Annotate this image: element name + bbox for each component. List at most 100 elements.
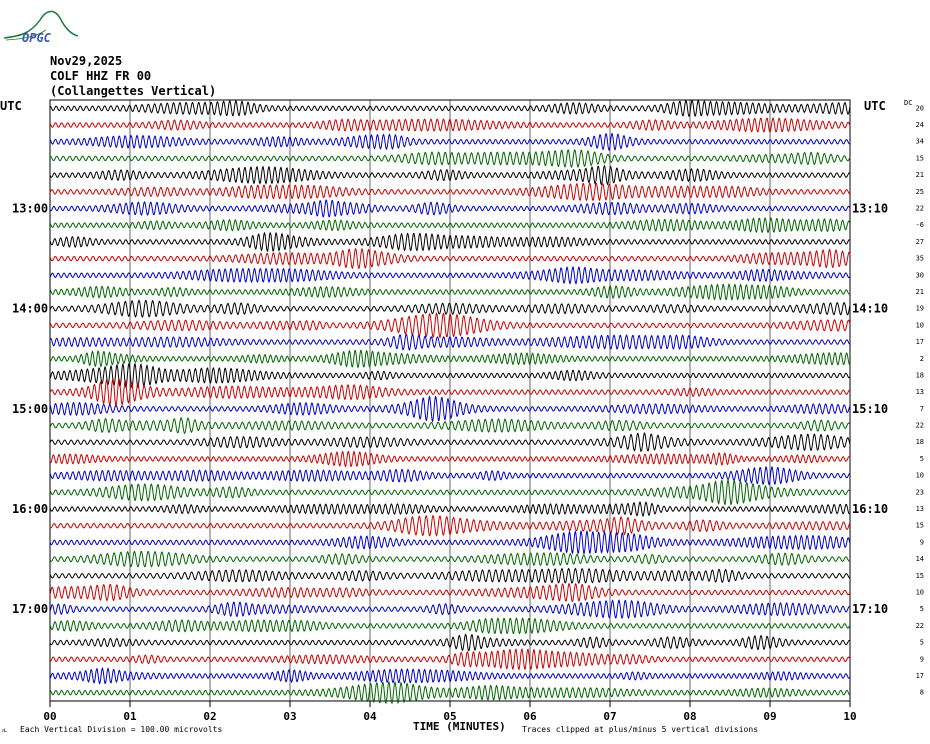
trace-line bbox=[49, 529, 851, 556]
dc-value: 10 bbox=[916, 588, 924, 596]
dc-value: 5 bbox=[920, 605, 924, 613]
trace-line bbox=[49, 377, 851, 408]
trace-line bbox=[49, 117, 851, 133]
dc-value: 34 bbox=[916, 138, 924, 146]
dc-label: DC bbox=[904, 99, 913, 107]
trace-line bbox=[49, 247, 851, 270]
logo: OPGC bbox=[2, 4, 80, 45]
dc-value: 17 bbox=[916, 672, 924, 680]
dc-value: 7 bbox=[920, 405, 924, 413]
logo-text: OPGC bbox=[22, 31, 52, 44]
x-tick-label: 03 bbox=[283, 710, 296, 723]
trace-line bbox=[49, 164, 851, 186]
author-mark: ᴊʟ bbox=[2, 727, 8, 734]
trace-line bbox=[49, 617, 851, 635]
dc-value: 21 bbox=[916, 288, 924, 296]
trace-line bbox=[49, 648, 851, 671]
right-utc-label: UTC bbox=[864, 99, 886, 113]
trace-line bbox=[49, 362, 851, 389]
header-date: Nov29,2025 bbox=[50, 54, 123, 68]
dc-value: 17 bbox=[916, 338, 924, 346]
dc-value: 15 bbox=[916, 522, 924, 530]
dc-value: 10 bbox=[916, 472, 924, 480]
trace-line bbox=[49, 501, 851, 518]
trace-line bbox=[49, 99, 851, 118]
x-tick-label: 09 bbox=[763, 710, 776, 723]
x-tick-label: 00 bbox=[43, 710, 56, 723]
left-time-label: 15:00 bbox=[12, 402, 48, 416]
trace-line bbox=[49, 265, 851, 285]
dc-value: 13 bbox=[916, 388, 924, 396]
left-time-label: 16:00 bbox=[12, 502, 48, 516]
x-tick-label: 08 bbox=[683, 710, 696, 723]
trace-line bbox=[49, 217, 851, 234]
trace-line bbox=[49, 417, 851, 435]
trace-line bbox=[49, 633, 851, 652]
dc-value: 18 bbox=[916, 371, 924, 379]
dc-value: 15 bbox=[916, 154, 924, 162]
dc-value: 25 bbox=[916, 188, 924, 196]
dc-value: 22 bbox=[916, 622, 924, 630]
right-time-label: 17:10 bbox=[852, 602, 888, 616]
x-axis-title: TIME (MINUTES) bbox=[413, 720, 506, 733]
dc-value: 23 bbox=[916, 488, 924, 496]
trace-line bbox=[49, 582, 851, 603]
trace-line bbox=[49, 465, 851, 486]
trace-line bbox=[49, 231, 851, 253]
dc-value: 8 bbox=[920, 689, 924, 697]
trace-line bbox=[49, 395, 851, 423]
dc-value: 5 bbox=[920, 455, 924, 463]
dc-value: 15 bbox=[916, 572, 924, 580]
trace-line bbox=[49, 478, 851, 506]
dc-value: 27 bbox=[916, 238, 924, 246]
x-tick-label: 02 bbox=[203, 710, 216, 723]
trace-line bbox=[49, 450, 851, 468]
trace-line bbox=[49, 550, 851, 568]
left-time-label: 17:00 bbox=[12, 602, 48, 616]
trace-line bbox=[49, 312, 851, 339]
plot-grid bbox=[49, 99, 851, 707]
left-utc-label: UTC bbox=[0, 99, 22, 113]
division-note: Each Vertical Division = 100.00 microvol… bbox=[20, 725, 223, 734]
x-tick-label: 10 bbox=[843, 710, 856, 723]
dc-value: 19 bbox=[916, 305, 924, 313]
header-location: (Collangettes Vertical) bbox=[50, 84, 217, 98]
trace-line bbox=[49, 283, 851, 301]
logo-mark: OPGC bbox=[3, 10, 79, 45]
trace-line bbox=[49, 349, 851, 369]
trace-line bbox=[49, 182, 851, 202]
trace-line bbox=[49, 299, 851, 318]
dc-value: 35 bbox=[916, 255, 924, 263]
trace-line bbox=[49, 132, 851, 152]
trace-line bbox=[49, 599, 851, 620]
clip-note: Traces clipped at plus/minus 5 vertical … bbox=[522, 725, 759, 734]
trace-line bbox=[49, 199, 851, 218]
trace-line bbox=[49, 567, 851, 584]
dc-value: 30 bbox=[916, 271, 924, 279]
dc-value: 9 bbox=[920, 538, 924, 546]
dc-value: 24 bbox=[916, 121, 924, 129]
left-time-label: 13:00 bbox=[12, 202, 48, 216]
header-station: COLF HHZ FR 00 bbox=[50, 69, 152, 83]
left-time-label: 14:00 bbox=[12, 302, 48, 316]
right-time-label: 15:10 bbox=[852, 402, 888, 416]
trace-line bbox=[49, 680, 851, 705]
trace-line bbox=[49, 432, 851, 453]
trace-line bbox=[49, 667, 851, 685]
x-tick-label: 05 bbox=[443, 710, 456, 723]
dc-value: 21 bbox=[916, 171, 924, 179]
x-tick-label: 07 bbox=[603, 710, 616, 723]
dc-value: 22 bbox=[916, 205, 924, 213]
dc-value: 22 bbox=[916, 422, 924, 430]
right-time-label: 13:10 bbox=[852, 202, 888, 216]
dc-value: 20 bbox=[916, 104, 924, 112]
right-time-label: 14:10 bbox=[852, 302, 888, 316]
right-time-label: 16:10 bbox=[852, 502, 888, 516]
dc-value: 18 bbox=[916, 438, 924, 446]
dc-value: 9 bbox=[920, 655, 924, 663]
dc-value: -6 bbox=[916, 221, 924, 229]
x-tick-label: 06 bbox=[523, 710, 537, 723]
dc-value: 14 bbox=[916, 555, 924, 563]
dc-value: 2 bbox=[920, 355, 924, 363]
